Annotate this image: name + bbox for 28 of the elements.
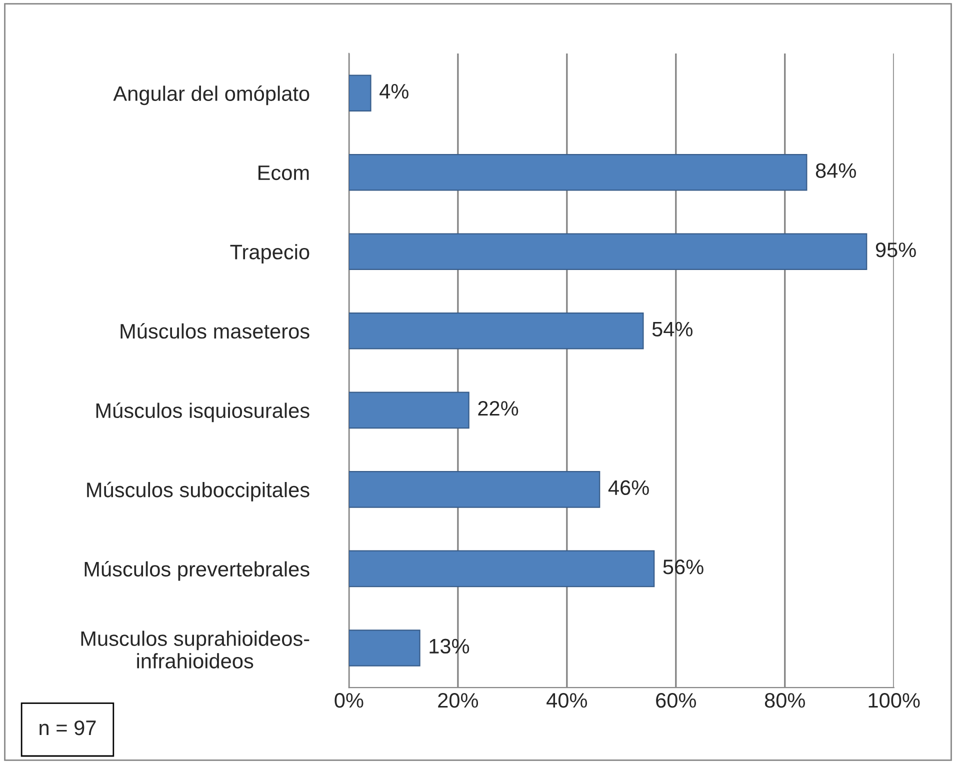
y-tick-label: Músculos isquiosurales	[96, 402, 310, 422]
bar	[348, 550, 655, 588]
data-label: 84%	[816, 163, 856, 178]
x-tick-label: 60%	[656, 693, 696, 708]
bar	[348, 74, 372, 112]
y-tick-label: Trapecio	[230, 244, 310, 264]
y-tick-label: Angular del omóplato	[113, 85, 310, 106]
bar	[348, 233, 868, 270]
x-tick-label: 0%	[334, 693, 364, 708]
y-tick-label: Músculos prevertebrales	[84, 561, 310, 581]
bar	[348, 630, 420, 666]
data-label: 46%	[608, 480, 649, 496]
data-label: 95%	[876, 242, 916, 258]
bar	[348, 392, 470, 429]
x-tick-label: 80%	[764, 693, 805, 708]
bar	[348, 312, 644, 350]
x-tick-label: 100%	[868, 693, 920, 708]
y-tick-label: Músculos suboccipitales	[87, 482, 310, 502]
data-label: 22%	[478, 401, 518, 416]
y-tick-label: Músculos maseteros	[120, 323, 310, 339]
text: n = 97	[40, 720, 96, 736]
x-tick-label: 20%	[438, 693, 478, 708]
y-tick-label: Ecom	[258, 166, 309, 180]
bar	[348, 154, 808, 191]
data-label: 4%	[380, 84, 408, 99]
y-tick-label: Musculos suprahioideos- infrahioideos	[81, 630, 310, 668]
bar	[348, 471, 600, 508]
x-tick-label: 40%	[546, 693, 588, 708]
